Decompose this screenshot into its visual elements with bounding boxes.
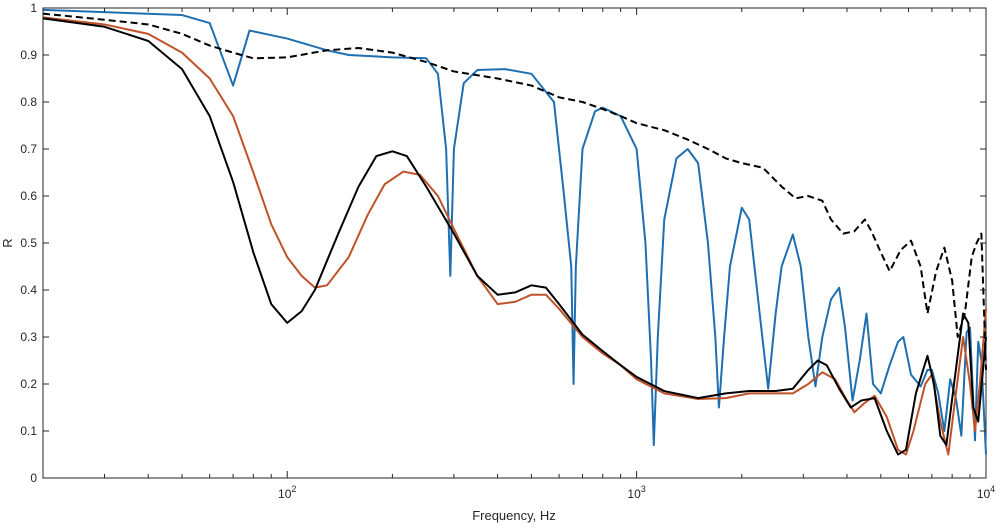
y-tick-label: 0.9 [20,48,37,62]
y-tick-label: 0.3 [20,330,37,344]
y-tick-label: 0.1 [20,424,37,438]
series-line-4 [42,12,987,370]
x-tick-label: 103 [627,484,645,501]
x-tick-label: 104 [977,484,995,501]
plot-area [42,7,987,479]
y-tick-label: 1 [30,1,37,15]
y-tick-label: 0.6 [20,189,37,203]
y-tick-label: 0.8 [20,95,37,109]
x-tick-label-base: 10 [627,487,641,501]
x-tick-label-exponent: 3 [641,484,646,494]
series-line-1 [42,8,987,455]
x-tick-label-exponent: 2 [291,484,296,494]
y-tick-label: 0.7 [20,142,37,156]
x-tick-label-exponent: 4 [990,484,995,494]
x-tick-label-base: 10 [977,487,991,501]
y-axis-label: R [0,238,15,247]
x-axis-label: Frequency, Hz [472,508,556,523]
series-layer [42,8,987,456]
y-tick-label: 0.4 [20,283,37,297]
x-tick-label: 102 [278,484,296,501]
y-tick-label: 0.2 [20,377,37,391]
series-line-3 [42,17,987,456]
y-tick-label: 0.5 [20,236,37,250]
y-tick-label: 0 [30,471,37,485]
x-tick-label-base: 10 [278,487,292,501]
